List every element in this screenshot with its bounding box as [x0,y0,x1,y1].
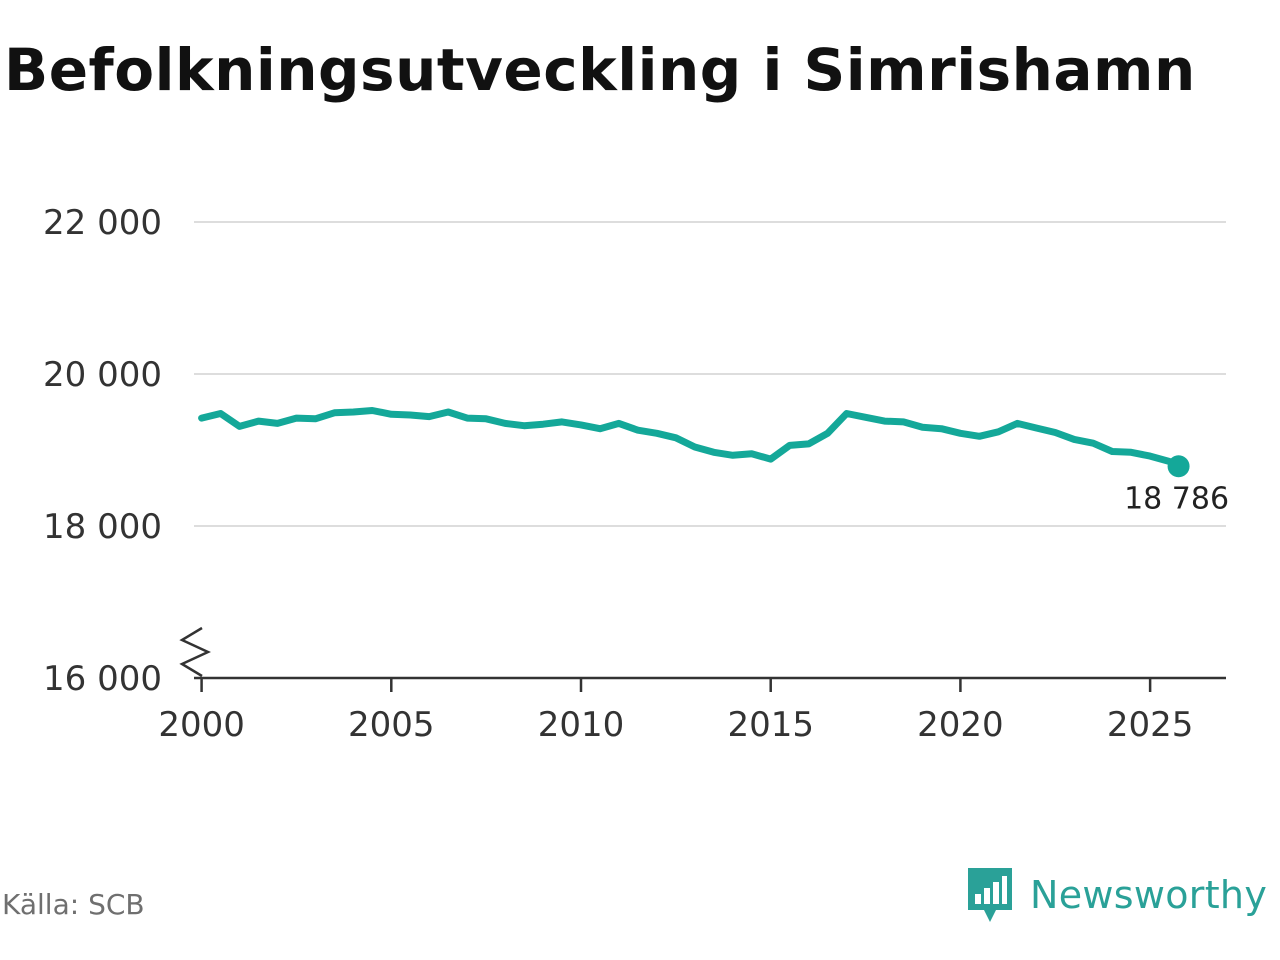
y-tick-label: 16 000 [43,659,162,699]
x-tick-label: 2010 [538,705,625,745]
y-tick-label: 20 000 [43,355,162,395]
y-tick-label: 22 000 [43,203,162,243]
source-note: Källa: SCB [2,888,145,921]
chart-title: Befolkningsutveckling i Simrishamn [4,36,1196,104]
grid-lines [194,221,1226,527]
series-line-befolkning [198,407,1183,470]
x-axis [194,676,1226,692]
x-tick-label: 2020 [917,705,1004,745]
axis-break-icon [179,626,211,678]
y-axis-tick-labels: 16 000 18 000 20 000 22 000 [43,203,162,699]
x-tick-label: 2015 [727,705,814,745]
end-value-label: 18 786 [1124,481,1229,516]
end-point-marker [1167,455,1190,478]
x-tick-label: 2000 [158,705,245,745]
brand-name: Newsworthy [1030,873,1268,917]
x-tick-label: 2025 [1107,705,1194,745]
x-tick-label: 2005 [348,705,435,745]
y-tick-label: 18 000 [43,507,162,547]
brand-logo: Newsworthy [964,866,1267,924]
x-axis-tick-labels: 2000 2005 2010 2015 2020 2025 [158,705,1193,745]
newsworthy-logo-icon [968,868,1012,922]
